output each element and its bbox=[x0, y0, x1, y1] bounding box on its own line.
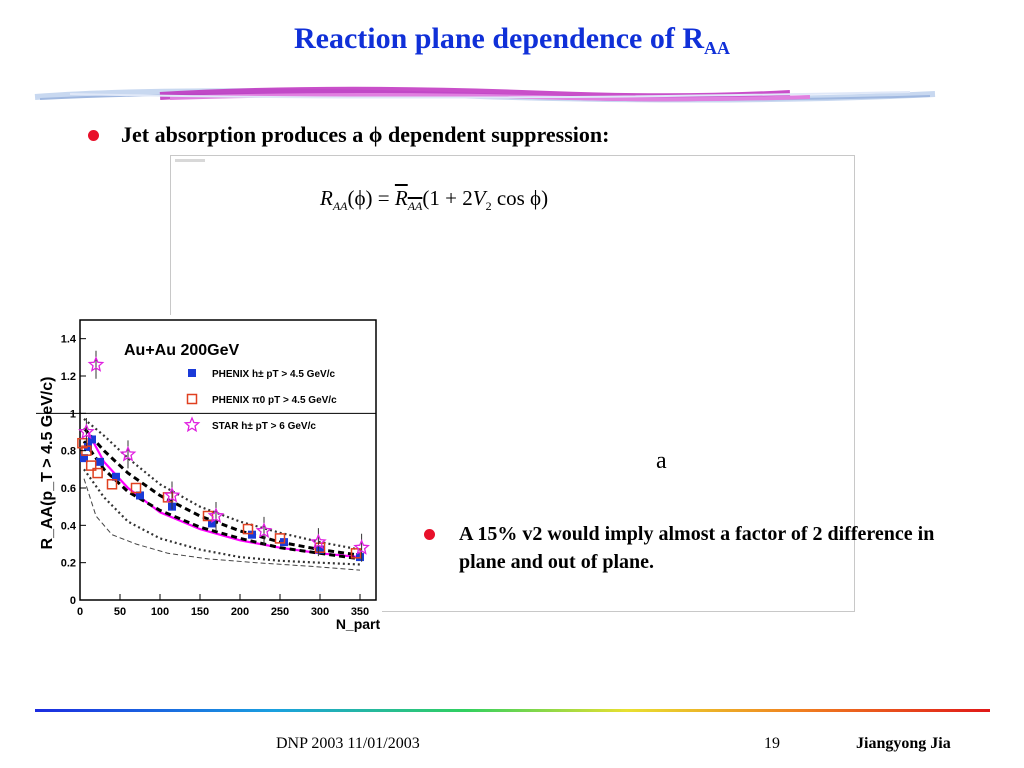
formula-rhs-symbol: R bbox=[394, 186, 408, 210]
data-point bbox=[350, 548, 362, 559]
data-point bbox=[316, 545, 324, 554]
data-point bbox=[112, 472, 120, 481]
x-tick-label: 50 bbox=[114, 606, 126, 618]
data-point bbox=[208, 519, 216, 528]
data-point bbox=[119, 445, 137, 462]
y-tick-label: 0.8 bbox=[61, 446, 76, 458]
curve-model-thin-dashed bbox=[83, 478, 361, 571]
formula-rhs-sub: AA bbox=[407, 199, 423, 214]
data-point bbox=[353, 539, 370, 555]
main-bullet-text: Jet absorption produces a ϕ dependent su… bbox=[121, 122, 610, 147]
y-tick-label: 0.2 bbox=[61, 558, 76, 570]
y-tick-label: 1 bbox=[70, 408, 76, 420]
data-point bbox=[84, 442, 92, 451]
y-tick-label: 0 bbox=[70, 595, 76, 607]
slide-title-text: Reaction plane dependence of R bbox=[294, 22, 704, 55]
side-bullet-text: A 15% v2 would imply almost a factor of … bbox=[459, 523, 935, 573]
bullet-dot bbox=[424, 529, 435, 540]
formula-rhs-close: cos ϕ) bbox=[491, 186, 549, 210]
curve-band-upper-dotted bbox=[83, 418, 361, 551]
curve-band-lower-dotted bbox=[83, 468, 361, 566]
formula-rhs-open: (1 + 2 bbox=[422, 186, 473, 210]
data-point bbox=[310, 533, 327, 550]
data-point bbox=[85, 460, 97, 471]
y-axis-label: R_AA(p_T > 4.5 GeV/c) bbox=[39, 377, 56, 550]
x-tick-label: 150 bbox=[191, 606, 209, 618]
data-point bbox=[87, 356, 105, 372]
stray-text: a bbox=[656, 448, 667, 474]
formula-v-sub: 2 bbox=[485, 199, 492, 214]
formula-lhs-sub: AA bbox=[332, 199, 348, 214]
data-point bbox=[163, 486, 181, 503]
curve-magenta-fit bbox=[87, 431, 361, 559]
data-point bbox=[88, 435, 96, 444]
slide-title-subscript: AA bbox=[703, 38, 730, 58]
x-axis-label: N_part bbox=[336, 616, 381, 632]
legend-marker bbox=[183, 416, 201, 433]
data-point bbox=[78, 423, 95, 440]
data-point bbox=[96, 457, 104, 466]
x-tick-label: 300 bbox=[311, 606, 329, 618]
bullet-dot bbox=[88, 130, 99, 141]
formula-lhs-arg: (ϕ) = bbox=[347, 186, 395, 210]
data-point bbox=[80, 454, 88, 463]
chart-points bbox=[77, 350, 370, 562]
data-point bbox=[274, 533, 286, 544]
x-tick-label: 0 bbox=[77, 606, 83, 618]
legend-label: PHENIX π0 pT > 4.5 GeV/c bbox=[212, 395, 337, 406]
data-point bbox=[255, 522, 273, 538]
chart-legend: PHENIX h± pT > 4.5 GeV/c PHENIX π0 pT > 4… bbox=[183, 369, 337, 433]
data-point bbox=[207, 507, 225, 524]
legend-label: PHENIX h± pT > 4.5 GeV/c bbox=[212, 369, 335, 380]
y-tick-label: 1.4 bbox=[61, 334, 77, 346]
y-tick-label: 0.4 bbox=[61, 520, 77, 532]
slide-title: Reaction plane dependence of RAA bbox=[0, 22, 1024, 59]
data-point bbox=[242, 523, 254, 535]
legend-label: STAR h± pT > 6 GeV/c bbox=[212, 421, 316, 432]
chart-axes: 0 50 100 150 200 250 300 350 0 0.2 0.4 0.6 0.8 1 1.2 1.… bbox=[36, 334, 376, 618]
footer-author: Jiangyong Jia bbox=[856, 735, 951, 752]
footer-date: DNP 2003 11/01/2003 bbox=[276, 735, 420, 752]
curve-model-dashed-1 bbox=[82, 427, 361, 557]
data-point bbox=[106, 479, 118, 490]
x-tick-label: 250 bbox=[271, 606, 289, 618]
title-decorative-swoosh bbox=[34, 86, 936, 103]
footer-gradient-rule bbox=[35, 709, 990, 712]
legend-marker bbox=[188, 369, 196, 377]
raa-formula: RAA(ϕ) = RAA(1 + 2V2 cos ϕ) bbox=[320, 186, 548, 214]
footer-page-number: 19 bbox=[764, 735, 780, 752]
x-tick-label: 100 bbox=[151, 606, 169, 618]
formula-lhs-symbol: R bbox=[320, 186, 333, 210]
y-tick-label: 0.6 bbox=[61, 483, 76, 495]
side-bullet: A 15% v2 would imply almost a factor of … bbox=[424, 520, 964, 576]
data-point bbox=[130, 482, 142, 494]
data-point bbox=[248, 530, 256, 539]
data-point bbox=[136, 491, 144, 500]
legend-marker bbox=[186, 393, 198, 405]
x-tick-label: 350 bbox=[351, 606, 369, 618]
x-tick-label: 200 bbox=[231, 606, 249, 618]
formula-v-symbol: V bbox=[472, 186, 486, 210]
raa-vs-npart-chart: 0 50 100 150 200 250 300 350 0 0.2 0.4 0.6 0.8 1 1.2 1.… bbox=[36, 315, 382, 633]
data-point bbox=[92, 467, 103, 479]
main-bullet: Jet absorption produces a ϕ dependent su… bbox=[88, 122, 609, 148]
chart-title: Au+Au 200GeV bbox=[124, 342, 239, 359]
y-tick-label: 1.2 bbox=[61, 371, 76, 383]
frame-header-mark bbox=[175, 159, 205, 162]
